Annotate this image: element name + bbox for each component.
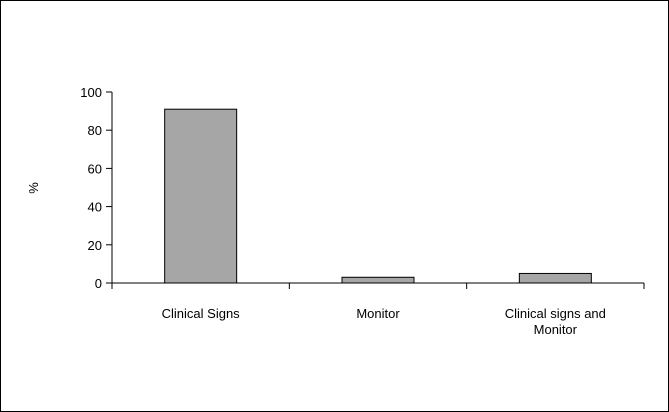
bar bbox=[164, 108, 238, 284]
y-tick-label: 20 bbox=[88, 238, 102, 253]
y-tick-label: 100 bbox=[80, 85, 102, 100]
y-tick-label: 60 bbox=[88, 161, 102, 176]
y-tick-label: 80 bbox=[88, 123, 102, 138]
x-tick-label: Clinical Signs bbox=[162, 306, 241, 321]
y-tick-label: 0 bbox=[95, 276, 102, 291]
x-tick-label: Clinical signs and bbox=[505, 306, 606, 321]
x-tick-label: Monitor bbox=[534, 322, 578, 337]
y-tick-label: 40 bbox=[88, 200, 102, 215]
bar bbox=[341, 276, 415, 284]
bar bbox=[518, 272, 592, 284]
y-axis-label: % bbox=[26, 182, 41, 194]
bars bbox=[164, 108, 592, 284]
x-tick-label: Monitor bbox=[356, 306, 400, 321]
y-axis: 0 20 40 60 80 100 bbox=[80, 85, 113, 291]
x-axis: Clinical Signs Monitor Clinical signs andM… bbox=[111, 282, 645, 337]
